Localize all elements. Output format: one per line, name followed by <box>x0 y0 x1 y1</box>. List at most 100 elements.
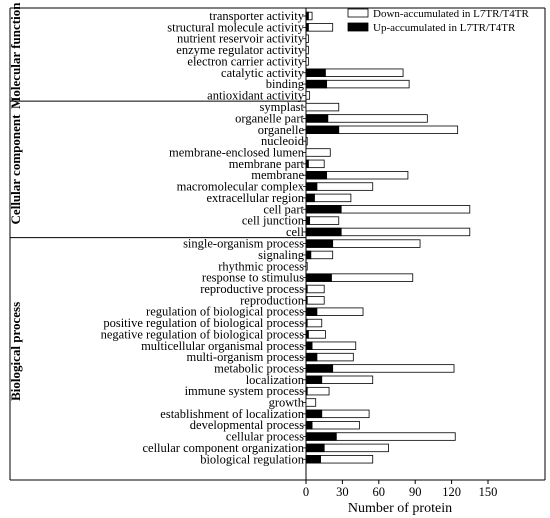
category-label-cell-part: cell part <box>263 202 304 216</box>
bar-up-macromolecular-complex <box>305 182 318 191</box>
category-label-organelle: organelle <box>258 123 305 137</box>
bar-down-symplast <box>305 102 340 112</box>
category-label-multicellular-organismal-process: multicellular organismal process <box>141 339 304 353</box>
bar-up-developmental-process <box>305 420 313 430</box>
category-label-cellular-component-organization: cellular component organization <box>142 441 304 455</box>
category-label-response-to-stimulus: response to stimulus <box>202 271 304 285</box>
category-label-enzyme-regulator-activity: enzyme regulator activity <box>176 43 304 57</box>
category-label-membrane: membrane <box>251 168 304 182</box>
category-label-regulation-of-biological-process: regulation of biological process <box>146 305 304 319</box>
bar-up-extracellular-region <box>305 193 315 203</box>
legend-swatch-down <box>347 8 369 18</box>
bar-up-cell-part <box>305 205 342 214</box>
legend-label-up: Up-accumulated in L7TR/T4TR <box>373 22 516 34</box>
bar-down-rhythmic-process <box>305 262 308 271</box>
bar-up-regulation-of-biological-process <box>305 307 318 316</box>
category-label-cell-junction: cell junction <box>242 214 305 228</box>
bar-down-nucleoid <box>305 136 308 146</box>
category-label-growth: growth <box>269 396 305 410</box>
legend-swatch-up <box>347 22 369 32</box>
category-label-signaling: signaling <box>258 248 305 262</box>
bar-down-multicellular-organismal-process <box>305 341 357 350</box>
bar-up-metabolic-process <box>305 364 334 373</box>
group-label-biological-process: Biological process <box>8 302 23 401</box>
legend: Down-accumulated in L7TR/T4TR Up-accumula… <box>347 8 529 34</box>
category-label-symplast: symplast <box>260 100 305 114</box>
bar-up-positive-regulation-of-biological-process <box>305 318 308 328</box>
x-axis-title: Number of protein <box>348 501 452 516</box>
bar-down-nutrient-reservoir-activity <box>305 34 309 43</box>
category-label-establishment-of-localization: establishment of localization <box>160 407 304 421</box>
category-label-single-organism-process: single-organism process <box>183 237 304 251</box>
category-label-binding: binding <box>266 77 305 91</box>
category-label-membrane-enclosed-lumen: membrane-enclosed lumen <box>169 146 305 160</box>
x-tick-label-30: 30 <box>336 485 349 499</box>
bar-down-growth <box>305 398 317 407</box>
category-label-metabolic-process: metabolic process <box>214 361 304 375</box>
category-label-localization: localization <box>246 373 305 387</box>
bar-up-reproduction <box>305 296 308 305</box>
bar-up-response-to-stimulus <box>305 273 332 282</box>
legend-label-down: Down-accumulated in L7TR/T4TR <box>373 8 529 20</box>
bar-down-reproduction <box>305 296 325 305</box>
bar-up-cell-junction <box>305 216 311 225</box>
category-label-organelle-part: organelle part <box>235 111 304 125</box>
bar-up-single-organism-process <box>305 239 334 248</box>
bar-up-organelle-part <box>305 114 329 123</box>
category-label-biological-regulation: biological regulation <box>200 452 305 466</box>
x-tick-label-120: 120 <box>442 485 461 499</box>
bar-down-developmental-process <box>305 420 360 430</box>
category-label-cellular-process: cellular process <box>226 430 304 444</box>
bar-up-multicellular-organismal-process <box>305 341 313 350</box>
bar-down-electron-carrier-activity <box>305 57 309 66</box>
category-label-immune-system-process: immune system process <box>185 384 305 398</box>
bar-down-immune-system-process <box>305 386 330 396</box>
category-label-rhythmic-process: rhythmic process <box>218 259 304 273</box>
bar-up-cellular-process <box>305 432 337 441</box>
bar-up-organelle <box>305 125 340 134</box>
x-tick-label-0: 0 <box>303 485 309 499</box>
category-label-nutrient-reservoir-activity: nutrient reservoir activity <box>177 32 305 46</box>
group-label-cellular-component: Cellular component <box>8 114 23 225</box>
category-label-electron-carrier-activity: electron carrier activity <box>187 54 304 68</box>
bar-up-cell <box>305 227 342 237</box>
category-label-transporter-activity: transporter activity <box>209 9 305 23</box>
category-label-cell: cell <box>286 225 305 239</box>
category-label-structural-molecule-activity: structural molecule activity <box>167 20 305 34</box>
bar-up-cellular-component-organization <box>305 443 325 453</box>
bar-up-binding <box>305 79 328 89</box>
bar-down-cell-junction <box>305 216 340 225</box>
category-label-antioxidant-activity: antioxidant activity <box>207 88 305 102</box>
bar-up-establishment-of-localization <box>305 409 323 419</box>
category-label-catalytic-activity: catalytic activity <box>221 66 305 80</box>
category-label-reproduction: reproduction <box>240 293 305 307</box>
category-label-extracellular-region: extracellular region <box>206 191 304 205</box>
bar-down-positive-regulation-of-biological-process <box>305 318 323 328</box>
bar-down-enzyme-regulator-activity <box>305 45 309 55</box>
bar-down-membrane-enclosed-lumen <box>305 148 331 157</box>
bar-up-biological-regulation <box>305 455 321 464</box>
bar-up-multi-organism-process <box>305 352 318 362</box>
bar-up-transporter-activity <box>305 11 309 21</box>
bar-up-membrane <box>305 170 328 180</box>
bar-down-reproductive-process <box>305 284 325 294</box>
category-label-reproductive-process: reproductive process <box>200 282 304 296</box>
category-label-macromolecular-complex: macromolecular complex <box>177 180 305 194</box>
bar-up-signaling <box>305 250 312 260</box>
bar-up-negative-regulation-of-biological-process <box>305 330 309 339</box>
bar-up-reproductive-process <box>305 284 308 294</box>
category-label-negative-regulation-of-biological-process: negative regulation of biological proces… <box>101 327 305 341</box>
category-label-membrane-part: membrane part <box>229 157 305 171</box>
x-axis: 0 30 60 90 120 150 Number of protein <box>303 479 497 516</box>
bar-down-antioxidant-activity <box>305 91 311 100</box>
bars <box>305 11 471 464</box>
bar-up-immune-system-process <box>305 386 308 396</box>
category-label-nucleoid: nucleoid <box>261 134 305 148</box>
bar-down-negative-regulation-of-biological-process <box>305 330 326 339</box>
x-tick-label-90: 90 <box>409 485 422 499</box>
group-labels: Molecular function Cellular component Biol… <box>8 2 306 401</box>
bar-up-structural-molecule-activity <box>305 23 309 32</box>
x-tick-label-60: 60 <box>373 485 386 499</box>
